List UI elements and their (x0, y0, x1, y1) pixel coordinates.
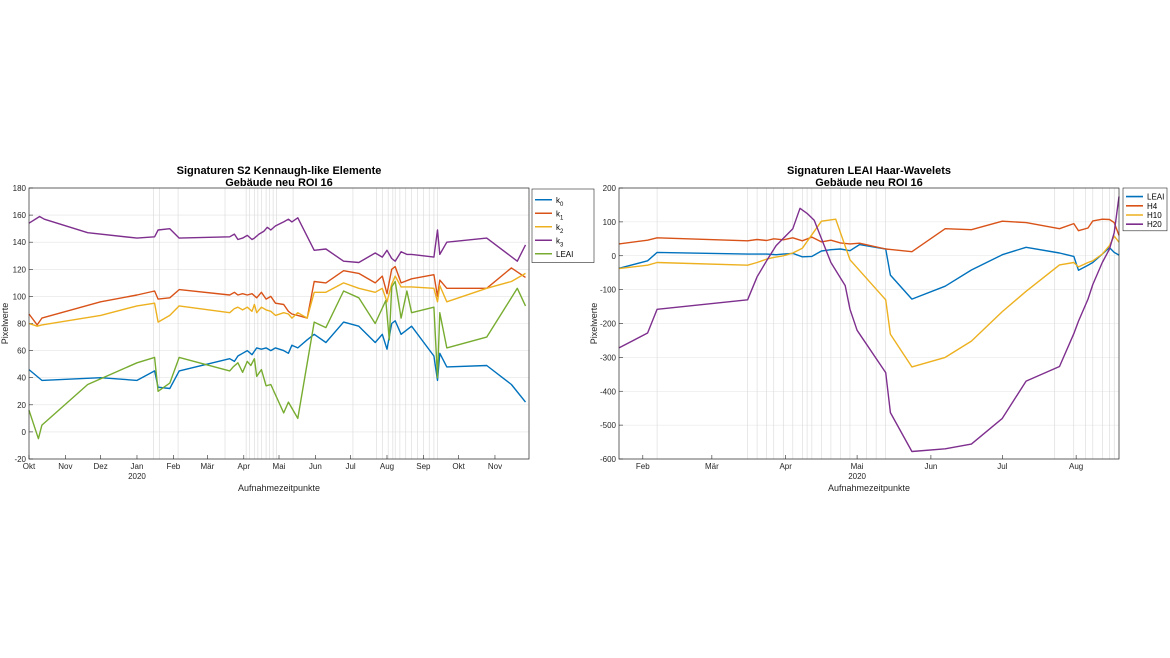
series-line-k-0 (28, 320, 527, 403)
x-tick-label: Apr (238, 462, 251, 471)
series-line-leai (28, 280, 527, 440)
series-line-k-2 (28, 272, 526, 327)
y-tick-label: 80 (17, 320, 26, 329)
x-tick-label: Aug (1069, 462, 1083, 471)
x-tick-label: Sep (416, 462, 431, 471)
legend-label: H20 (1147, 220, 1162, 229)
y-tick-label: 60 (17, 347, 26, 356)
x-tick-label: Jun (924, 462, 937, 471)
legend-label: LEAI (1147, 193, 1164, 202)
x-tick-label: Jan (131, 462, 144, 471)
y-tick-label: -400 (600, 387, 617, 396)
x-tick-label: Dez (93, 462, 107, 471)
y-tick-label: 120 (13, 265, 27, 274)
x-tick-label: Feb (166, 462, 180, 471)
x-axis-label: Aufnahmezeitpunkte (828, 483, 910, 493)
y-tick-label: 140 (13, 238, 27, 247)
series-line-h4 (618, 218, 1120, 253)
chart-title: Signaturen LEAI Haar-Wavelets (787, 165, 951, 177)
legend-box (531, 188, 595, 263)
chart-kennaugh-elements: -20 0 20 40 60 80 100 120 140 160 180 Okt Nov Dez Jan F… (0, 165, 595, 493)
x-axis-label: Aufnahmezeitpunkte (238, 483, 320, 493)
x-tick-label: Jul (345, 462, 355, 471)
legend-label: LEAI (556, 250, 573, 259)
y-tick-label: -200 (600, 320, 617, 329)
y-axis-label: Pixelwerte (589, 303, 599, 345)
x-tick-label: Jun (309, 462, 322, 471)
legend-label: k3 (556, 236, 564, 248)
x-tick-label: Aug (380, 462, 394, 471)
y-tick-label: -500 (600, 421, 617, 430)
y-tick-label: 20 (17, 401, 26, 410)
x-tick-label: Nov (488, 462, 502, 471)
y-tick-label: 180 (13, 184, 27, 193)
x-tick-label: Okt (23, 462, 36, 471)
axes-box (28, 187, 530, 460)
chart-title: Signaturen S2 Kennaugh-like Elemente (177, 165, 382, 177)
series-line-h10 (618, 218, 1120, 368)
x-tick-label: Mär (705, 462, 719, 471)
x-tick-label: Feb (636, 462, 650, 471)
y-tick-label: 100 (603, 218, 617, 227)
x-tick-label: Apr (779, 462, 792, 471)
y-tick-label: -100 (600, 286, 617, 295)
year-label: 2020 (128, 472, 146, 481)
y-tick-label: 0 (22, 428, 27, 437)
series-line-k-3 (28, 215, 527, 264)
y-tick-label: -300 (600, 353, 617, 362)
legend-label: k1 (556, 209, 564, 221)
chart-subtitle: Gebäude neu ROI 16 (225, 177, 333, 189)
x-tick-label: Mai (273, 462, 286, 471)
x-tick-label: Mai (851, 462, 864, 471)
y-tick-label: 200 (603, 184, 617, 193)
x-tick-label: Nov (58, 462, 72, 471)
series-line-h20 (618, 196, 1120, 453)
y-axis-label: Pixelwerte (0, 303, 10, 345)
x-tick-label: Mär (201, 462, 215, 471)
y-tick-label: 100 (13, 292, 27, 301)
legend-label: H10 (1147, 211, 1162, 220)
y-tick-label: 0 (612, 252, 617, 261)
x-tick-label: Okt (452, 462, 465, 471)
y-tick-label: -600 (600, 455, 617, 464)
legend-label: k0 (556, 196, 564, 208)
chart-subtitle: Gebäude neu ROI 16 (815, 177, 923, 189)
legend-label: k2 (556, 223, 564, 235)
series-line-k-1 (28, 265, 526, 326)
y-tick-label: 40 (17, 374, 26, 383)
y-tick-label: -20 (14, 455, 26, 464)
axes-box (618, 187, 1120, 460)
chart-leai-haar-wavelets: -600 -500 -400 -300 -200 -100 0 100 200 Feb Mär Apr… (589, 165, 1168, 493)
legend-label: H4 (1147, 202, 1158, 211)
year-label: 2020 (848, 472, 866, 481)
y-tick-label: 160 (13, 211, 27, 220)
x-tick-label: Jul (997, 462, 1007, 471)
